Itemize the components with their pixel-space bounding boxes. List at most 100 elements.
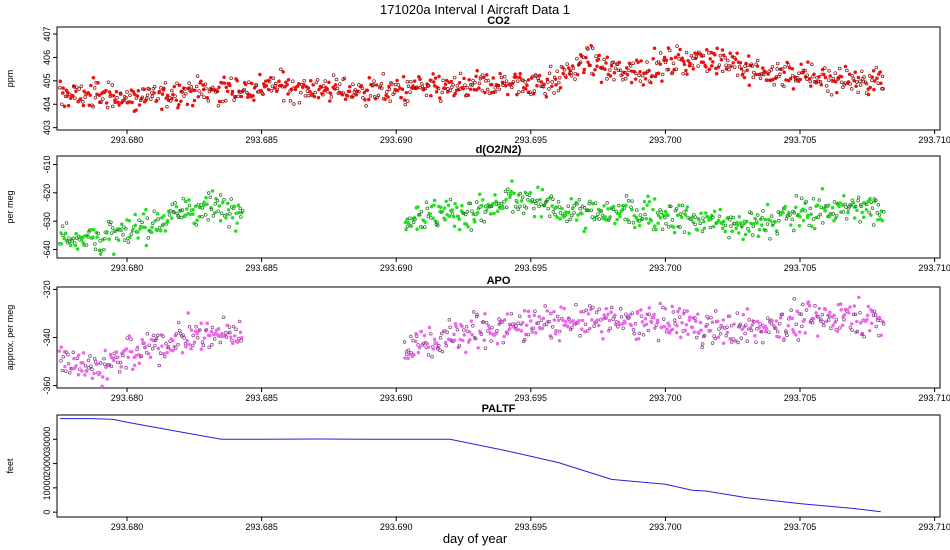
data-point	[406, 348, 411, 353]
data-point	[83, 363, 88, 368]
data-point	[114, 89, 119, 94]
data-point	[421, 341, 426, 346]
data-point	[392, 90, 397, 95]
data-point	[457, 227, 462, 232]
data-point	[491, 201, 495, 206]
data-point	[866, 92, 871, 97]
data-point	[773, 220, 777, 224]
data-point	[727, 67, 731, 72]
data-point	[195, 74, 200, 78]
data-point	[806, 213, 810, 218]
data-point	[467, 77, 471, 82]
data-point	[204, 327, 209, 332]
data-point	[668, 48, 672, 53]
data-point	[205, 321, 209, 326]
data-point	[164, 96, 168, 100]
data-point	[216, 327, 221, 331]
data-point	[511, 210, 515, 214]
panel-title: CO2	[487, 15, 510, 27]
data-point	[848, 82, 852, 86]
data-point	[473, 220, 477, 224]
data-point	[647, 306, 652, 310]
data-point	[733, 57, 738, 61]
data-point	[424, 200, 429, 204]
data-point	[105, 377, 109, 381]
data-point	[535, 83, 539, 88]
data-point	[71, 350, 76, 355]
data-point	[191, 343, 195, 348]
data-point	[87, 103, 92, 108]
data-point	[873, 313, 878, 317]
data-point	[466, 224, 470, 229]
data-point	[738, 322, 742, 327]
data-point	[695, 228, 700, 232]
data-point	[595, 64, 599, 68]
data-point	[484, 321, 489, 325]
data-point	[453, 321, 458, 326]
data-point	[90, 367, 94, 372]
data-point	[431, 347, 435, 351]
data-point	[517, 90, 521, 94]
data-point	[755, 213, 760, 217]
data-point	[665, 327, 669, 331]
data-point	[826, 318, 831, 322]
data-point	[738, 324, 742, 328]
data-point	[594, 310, 599, 315]
data-point	[163, 354, 167, 359]
data-point	[376, 93, 381, 98]
x-tick-label: 293.685	[245, 135, 278, 145]
data-point	[649, 218, 654, 223]
data-point	[749, 328, 754, 333]
data-point	[701, 53, 706, 58]
data-point	[856, 75, 861, 80]
data-point	[555, 69, 559, 73]
data-point	[137, 103, 142, 107]
data-point	[589, 208, 593, 213]
data-point	[503, 189, 508, 194]
data-point	[267, 80, 272, 84]
data-point	[579, 310, 583, 314]
data-point	[730, 340, 734, 344]
data-point	[98, 371, 102, 375]
data-point	[401, 74, 406, 79]
data-point	[750, 323, 754, 327]
data-point	[828, 74, 832, 78]
data-point	[150, 225, 154, 230]
data-point	[506, 92, 510, 97]
data-point	[684, 208, 688, 212]
data-point	[102, 247, 106, 252]
data-point	[718, 332, 723, 336]
data-point	[660, 227, 665, 232]
data-point	[820, 186, 825, 191]
data-point	[596, 323, 601, 328]
data-point	[567, 210, 571, 215]
data-point	[103, 348, 107, 353]
data-point	[822, 323, 826, 328]
data-point	[93, 359, 98, 364]
data-point	[489, 212, 493, 216]
data-point	[600, 213, 605, 218]
data-point	[60, 368, 65, 373]
data-point	[877, 315, 882, 320]
data-point	[680, 203, 685, 208]
data-point	[643, 212, 647, 217]
data-point	[136, 236, 140, 240]
data-point	[737, 231, 741, 235]
data-point	[827, 78, 831, 82]
data-point	[543, 304, 547, 308]
data-point	[594, 54, 598, 58]
data-point	[878, 70, 882, 74]
data-point	[875, 76, 879, 81]
data-point	[136, 352, 141, 357]
data-point	[676, 309, 680, 314]
x-tick-label: 293.710	[918, 263, 950, 273]
data-point	[679, 335, 683, 340]
data-point	[202, 336, 207, 340]
data-point	[547, 319, 551, 324]
data-point	[658, 301, 662, 306]
data-point	[366, 97, 371, 102]
data-point	[541, 316, 546, 320]
data-point	[468, 87, 473, 92]
data-point	[477, 192, 482, 197]
